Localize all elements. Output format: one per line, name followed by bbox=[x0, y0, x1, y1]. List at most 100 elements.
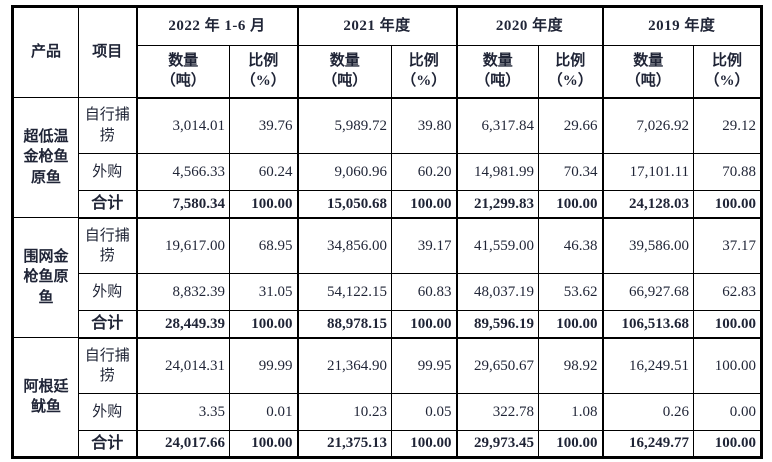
item-label: 自行捕捞 bbox=[78, 217, 137, 274]
header-period-2020: 2020 年度 bbox=[455, 6, 604, 46]
table-row-total: 合计 7,580.34 100.00 15,050.68 100.00 21,2… bbox=[13, 190, 763, 219]
product-name: 阿根廷鱿鱼 bbox=[12, 337, 79, 458]
qty-value: 88,978.15 bbox=[296, 310, 392, 339]
pct-value: 39.17 bbox=[390, 217, 458, 274]
product-name: 围网金枪鱼原鱼 bbox=[12, 217, 79, 338]
pct-value: 100.00 bbox=[693, 430, 763, 459]
pct-value: 60.83 bbox=[390, 273, 458, 311]
pct-value: 70.88 bbox=[693, 153, 763, 191]
pct-value: 70.34 bbox=[538, 153, 604, 191]
pct-value: 98.92 bbox=[538, 337, 604, 394]
header-qty-2019: 数量 （吨） bbox=[601, 45, 695, 99]
item-label: 自行捕捞 bbox=[78, 97, 137, 154]
qty-value: 9,060.96 bbox=[296, 153, 392, 191]
pct-value: 100.00 bbox=[229, 310, 298, 339]
qty-value: 41,559.00 bbox=[455, 217, 540, 274]
qty-value: 16,249.51 bbox=[601, 337, 695, 394]
qty-value: 89,596.19 bbox=[455, 310, 540, 339]
qty-value: 39,586.00 bbox=[601, 217, 695, 274]
pct-value: 100.00 bbox=[229, 430, 298, 459]
pct-value: 100.00 bbox=[390, 190, 458, 219]
pct-value: 60.24 bbox=[229, 153, 298, 191]
pct-value: 31.05 bbox=[229, 273, 298, 311]
qty-value: 106,513.68 bbox=[601, 310, 695, 339]
qty-value: 29,650.67 bbox=[455, 337, 540, 394]
qty-value: 7,026.92 bbox=[601, 97, 695, 154]
pct-value: 100.00 bbox=[538, 310, 604, 339]
header-period-2021: 2021 年度 bbox=[296, 6, 458, 46]
qty-value: 322.78 bbox=[455, 393, 540, 431]
pct-value: 39.80 bbox=[390, 97, 458, 154]
qty-value: 19,617.00 bbox=[135, 217, 230, 274]
table-row: 外购 4,566.33 60.24 9,060.96 60.20 14,981.… bbox=[13, 153, 763, 191]
table-row: 围网金枪鱼原鱼 自行捕捞 19,617.00 68.95 34,856.00 3… bbox=[12, 217, 763, 338]
pct-value: 100.00 bbox=[390, 310, 458, 339]
item-label: 合计 bbox=[78, 430, 137, 459]
pct-value: 100.00 bbox=[693, 337, 763, 394]
table-row-total: 合计 24,017.66 100.00 21,375.13 100.00 29,… bbox=[13, 430, 763, 459]
pct-value: 99.95 bbox=[390, 337, 458, 394]
pct-value: 100.00 bbox=[390, 430, 458, 459]
qty-value: 17,101.11 bbox=[601, 153, 695, 191]
qty-value: 34,856.00 bbox=[296, 217, 392, 274]
pct-value: 1.08 bbox=[538, 393, 604, 431]
header-pct-2021: 比例 （%） bbox=[390, 45, 458, 99]
pct-value: 29.12 bbox=[693, 97, 763, 154]
pct-value: 53.62 bbox=[538, 273, 604, 311]
item-label: 外购 bbox=[78, 393, 137, 431]
header-period-2019: 2019 年度 bbox=[601, 6, 763, 46]
header-qty-2021: 数量 （吨） bbox=[296, 45, 392, 99]
header-period-2022: 2022 年 1-6 月 bbox=[135, 6, 298, 46]
qty-value: 48,037.19 bbox=[455, 273, 540, 311]
pct-value: 0.00 bbox=[693, 393, 763, 431]
qty-value: 10.23 bbox=[296, 393, 392, 431]
qty-value: 24,017.66 bbox=[135, 430, 230, 459]
qty-value: 54,122.15 bbox=[296, 273, 392, 311]
pct-value: 100.00 bbox=[229, 190, 298, 219]
qty-value: 28,449.39 bbox=[135, 310, 230, 339]
pct-value: 100.00 bbox=[538, 430, 604, 459]
table-row: 外购 3.35 0.01 10.23 0.05 322.78 1.08 0.26… bbox=[13, 393, 763, 431]
qty-value: 21,375.13 bbox=[296, 430, 392, 459]
qty-value: 24,128.03 bbox=[601, 190, 695, 219]
qty-value: 29,973.45 bbox=[455, 430, 540, 459]
qty-value: 21,299.83 bbox=[455, 190, 540, 219]
pct-value: 60.20 bbox=[390, 153, 458, 191]
table-row: 超低温金枪鱼原鱼 自行捕捞 3,014.01 39.76 5,989.72 39… bbox=[12, 97, 763, 218]
pct-value: 0.05 bbox=[390, 393, 458, 431]
product-name: 超低温金枪鱼原鱼 bbox=[12, 97, 79, 218]
qty-value: 15,050.68 bbox=[296, 190, 392, 219]
table-row-total: 合计 28,449.39 100.00 88,978.15 100.00 89,… bbox=[13, 310, 763, 339]
qty-value: 6,317.84 bbox=[455, 97, 540, 154]
table-row: 外购 8,832.39 31.05 54,122.15 60.83 48,037… bbox=[13, 273, 763, 311]
pct-value: 29.66 bbox=[538, 97, 604, 154]
qty-value: 8,832.39 bbox=[135, 273, 230, 311]
header-pct-2022: 比例 （%） bbox=[229, 45, 298, 99]
header-product: 产品 bbox=[12, 6, 79, 98]
item-label: 自行捕捞 bbox=[78, 337, 137, 394]
header-pct-2019: 比例 （%） bbox=[693, 45, 763, 99]
table-row: 阿根廷鱿鱼 自行捕捞 24,014.31 99.99 21,364.90 99.… bbox=[12, 337, 763, 458]
pct-value: 68.95 bbox=[229, 217, 298, 274]
header-row-periods: 产品 项目 2022 年 1-6 月 2021 年度 2020 年度 2019 … bbox=[12, 6, 763, 98]
item-label: 合计 bbox=[78, 190, 137, 219]
pct-value: 100.00 bbox=[693, 310, 763, 339]
pct-value: 39.76 bbox=[229, 97, 298, 154]
header-qty-2020: 数量 （吨） bbox=[455, 45, 540, 99]
pct-value: 100.00 bbox=[693, 190, 763, 219]
qty-value: 21,364.90 bbox=[296, 337, 392, 394]
pct-value: 37.17 bbox=[693, 217, 763, 274]
pct-value: 46.38 bbox=[538, 217, 604, 274]
production-volume-table: 产品 项目 2022 年 1-6 月 2021 年度 2020 年度 2019 … bbox=[11, 5, 764, 459]
pct-value: 100.00 bbox=[538, 190, 604, 219]
item-label: 外购 bbox=[78, 273, 137, 311]
header-row-measures: 数量 （吨） 比例 （%） 数量 （吨） 比例 （%） 数量 （吨） 比例 （%… bbox=[13, 45, 763, 99]
qty-value: 7,580.34 bbox=[135, 190, 230, 219]
header-qty-2022: 数量 （吨） bbox=[135, 45, 230, 99]
qty-value: 3.35 bbox=[135, 393, 230, 431]
item-label: 外购 bbox=[78, 153, 137, 191]
qty-value: 14,981.99 bbox=[455, 153, 540, 191]
pct-value: 99.99 bbox=[229, 337, 298, 394]
item-label: 合计 bbox=[78, 310, 137, 339]
